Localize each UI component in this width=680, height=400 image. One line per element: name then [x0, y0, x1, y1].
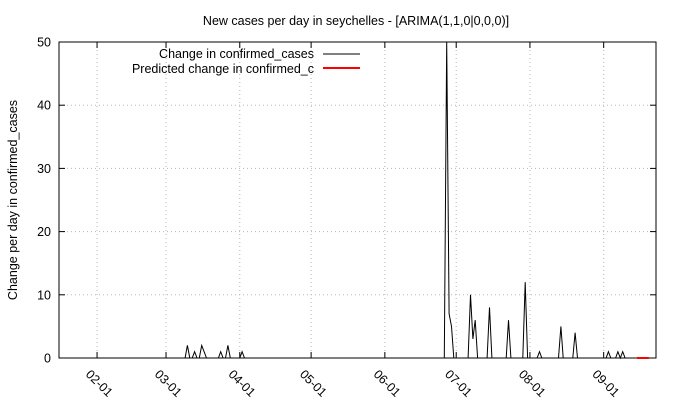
y-tick-label: 10 [37, 288, 51, 302]
y-tick-label: 30 [37, 162, 51, 176]
y-axis-label: Change per day in confirmed_cases [6, 100, 20, 300]
series-layer [182, 41, 649, 360]
y-tick-label: 20 [37, 225, 51, 239]
legend-label-predicted: Predicted change in confirmed_c [132, 62, 314, 76]
grid-lines [59, 41, 656, 359]
legend-label-actual: Change in confirmed_cases [159, 47, 314, 61]
x-tick-label: 06-01 [371, 367, 404, 400]
y-tick-label: 50 [37, 36, 51, 50]
y-tick-label: 0 [44, 352, 51, 366]
y-tick-label: 40 [37, 99, 51, 113]
legend: Change in confirmed_cases Predicted chan… [132, 47, 360, 76]
x-tick-label: 02-01 [83, 367, 116, 400]
x-tick-label: 08-01 [516, 367, 549, 400]
x-tick-label: 04-01 [226, 367, 259, 400]
x-tick-label: 07-01 [442, 367, 475, 400]
x-tick-label: 05-01 [297, 367, 330, 400]
plot-frame [58, 41, 657, 359]
series-line-actual [182, 41, 628, 360]
x-tick-label: 03-01 [152, 367, 185, 400]
x-axis-ticks: 02-01 03-01 04-01 05-01 06-01 07-01 08-01 09-01 [83, 42, 622, 400]
y-axis-ticks: 0 10 20 30 40 50 [37, 36, 656, 366]
chart-title: New cases per day in seychelles - [ARIMA… [203, 14, 509, 28]
x-tick-label: 09-01 [590, 367, 623, 400]
